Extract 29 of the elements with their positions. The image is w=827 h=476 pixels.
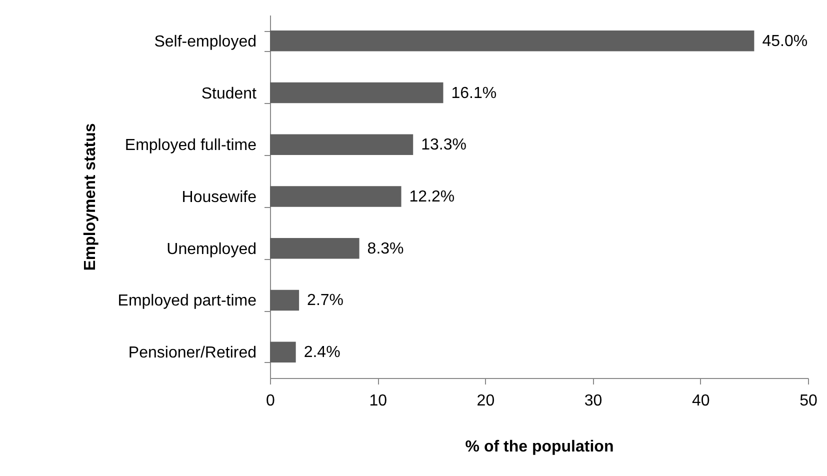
data-label: 16.1% (451, 84, 497, 102)
bar (270, 290, 300, 311)
data-label: 2.7% (307, 292, 344, 310)
y-tick-label: Pensioner/Retired (128, 344, 256, 362)
x-tick-label: 50 (800, 392, 818, 410)
data-label: 2.4% (304, 344, 340, 362)
y-tick-label: Employed full-time (124, 137, 257, 154)
y-tick-label: Unemployed (166, 240, 256, 258)
y-tick-label: Student (201, 85, 258, 102)
bar (270, 342, 296, 362)
x-tick-label: 30 (584, 392, 602, 410)
bar (270, 238, 360, 259)
data-label: 13.3% (421, 136, 466, 154)
data-label: 45.0% (762, 32, 808, 50)
data-label: 8.3% (367, 240, 404, 258)
y-tick-label: Housewife (182, 189, 257, 206)
bar (270, 82, 444, 104)
y-tick-label: Employed part-time (118, 292, 257, 310)
x-axis-title: % of the population (465, 438, 614, 456)
bar (270, 134, 414, 156)
x-tick-label: 0 (266, 392, 276, 410)
data-label: 12.2% (409, 188, 455, 206)
bar (270, 186, 402, 207)
y-tick-label: Self-employed (154, 33, 256, 50)
y-axis-title: Employment status (82, 123, 99, 271)
x-tick-label: 20 (476, 392, 495, 410)
bar (270, 30, 754, 52)
x-tick-label: 40 (692, 392, 710, 410)
x-tick-label: 10 (369, 392, 388, 410)
